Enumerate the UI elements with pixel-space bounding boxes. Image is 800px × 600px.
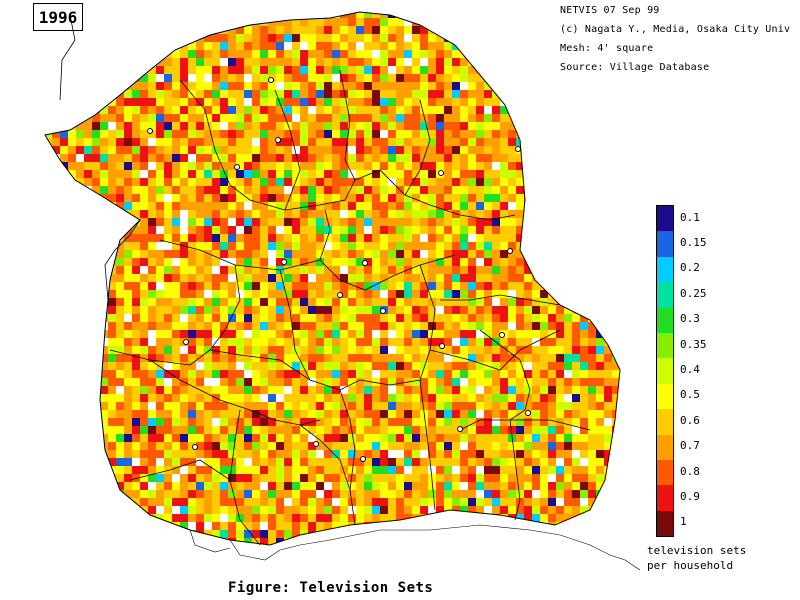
coastline: [189, 524, 641, 571]
legend-label: 1: [680, 515, 687, 529]
legend-caption-line1: television sets: [647, 544, 747, 557]
legend-label: 0.3: [680, 312, 700, 326]
credit-program: NETVIS 07 Sep 99: [560, 5, 660, 16]
legend-swatch: [657, 358, 673, 384]
legend-label: 0.7: [680, 439, 700, 453]
legend-label: 0.8: [680, 464, 700, 478]
prefecture-boundaries: [59, 14, 591, 546]
legend-swatch: [657, 332, 673, 359]
legend-swatch: [657, 383, 673, 410]
legend-caption: television sets per household: [647, 543, 746, 573]
legend-label: 0.6: [680, 413, 700, 427]
legend-swatch: [657, 510, 673, 537]
legend-label: 0.2: [680, 261, 700, 275]
figure-caption: Figure: Television Sets: [228, 580, 434, 596]
legend-label: 0.15: [680, 236, 707, 250]
legend-swatch: [657, 206, 673, 232]
legend-label: 0.1: [680, 210, 700, 224]
legend-color-scale: [656, 205, 674, 537]
legend-label: 0.25: [680, 286, 707, 300]
legend-swatch: [657, 434, 673, 460]
legend-label: 0.4: [680, 363, 700, 376]
legend-swatch: [657, 256, 673, 283]
credit-author: (c) Nagata Y., Media, Osaka City Univ: [560, 24, 791, 35]
legend-swatch: [657, 409, 673, 435]
legend-swatch: [657, 485, 673, 511]
city-markers: [147, 77, 531, 462]
legend-label: 0.35: [680, 337, 707, 351]
legend-caption-line2: per household: [647, 559, 734, 572]
legend-swatch: [657, 307, 673, 333]
region-outline: [44, 11, 621, 546]
legend-swatch: [657, 459, 673, 486]
legend-label: 0.9: [680, 489, 700, 503]
credit-source: Source: Village Database: [560, 62, 710, 73]
legend-swatch: [657, 282, 673, 308]
legend-label: 0.5: [680, 388, 700, 402]
credit-mesh: Mesh: 4' square: [560, 43, 654, 54]
legend-swatch: [657, 231, 673, 257]
year-label: 1996: [33, 3, 83, 31]
